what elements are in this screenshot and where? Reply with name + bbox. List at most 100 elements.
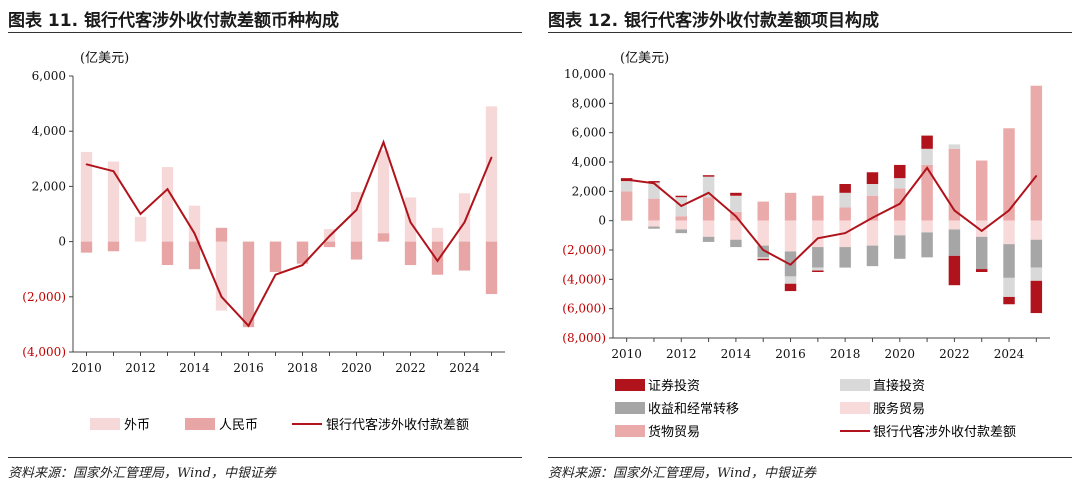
bar-securities-investment (1003, 296, 1015, 305)
bar-income-transfer (894, 235, 906, 259)
y-tick-label: 8,000 (572, 96, 606, 110)
x-tick-label: 2018 (830, 347, 861, 361)
right-chart: (亿美元) (8,000) (6,000) (4,000) (2,000) 0 2,000… (562, 51, 1050, 440)
bar-foreign-currency (431, 227, 444, 242)
bar-goods-trade (839, 207, 851, 221)
x-tick-label: 2016 (233, 361, 264, 375)
bar-services-trade (730, 220, 742, 240)
bar-foreign-currency (377, 150, 390, 242)
net-balance-point (220, 296, 223, 298)
bar-services-trade (648, 220, 660, 227)
net-balance-point (762, 249, 765, 251)
net-balance-line (86, 139, 493, 328)
bar-foreign-currency (485, 106, 498, 242)
bar-foreign-currency (80, 151, 93, 242)
bar-direct-investment (784, 276, 797, 284)
net-balance-point (355, 209, 358, 211)
left-unit-label: (亿美元) (80, 51, 129, 66)
bar-services-trade (921, 220, 933, 233)
net-balance-point (871, 216, 874, 219)
net-balance-point (112, 170, 115, 173)
bar-securities-investment (948, 255, 961, 286)
net-balance-point (735, 215, 737, 218)
y-tick-label: (4,000) (562, 272, 606, 286)
bar-rmb (215, 227, 228, 242)
bar-goods-trade (866, 195, 879, 221)
x-tick-label: 2014 (721, 347, 752, 361)
legend-label-direct: 直接投资 (873, 378, 925, 394)
bar-services-trade (866, 220, 879, 246)
bar-services-trade (1030, 220, 1043, 240)
bar-securities-investment (975, 269, 988, 272)
net-balance-line (626, 166, 1038, 266)
legend-label-securities: 证券投资 (648, 378, 700, 394)
y-tick-label: (4,000) (22, 345, 66, 359)
bar-services-trade (757, 220, 769, 246)
bar-foreign-currency (107, 161, 120, 242)
bar-rmb (188, 241, 201, 270)
bar-services-trade (894, 220, 906, 236)
bar-services-trade (812, 220, 824, 248)
bar-goods-trade (702, 197, 715, 221)
bar-goods-trade (948, 148, 961, 221)
x-tick-label: 2018 (287, 361, 318, 375)
bar-direct-investment (866, 184, 879, 196)
x-tick-label: 2014 (179, 361, 210, 375)
x-tick-label: 2010 (611, 347, 642, 361)
bar-income-transfer (702, 236, 715, 242)
y-tick-label: 6,000 (32, 69, 66, 83)
net-balance-point (980, 230, 983, 232)
x-tick-label: 2016 (775, 347, 806, 361)
legend-swatch-securities (615, 379, 645, 391)
x-tick-label: 2010 (71, 361, 102, 375)
legend-swatch-income (615, 402, 645, 414)
bar-direct-investment (757, 257, 769, 259)
bar-direct-investment (730, 195, 742, 212)
left-source-rule (8, 457, 522, 458)
bar-services-trade (675, 220, 688, 230)
x-tick-label: 2024 (449, 361, 480, 375)
bar-securities-investment (839, 184, 851, 193)
bar-securities-investment (757, 258, 769, 261)
net-balance-point (707, 192, 710, 194)
right-legend: 证券投资 直接投资 收益和经常转移 服务贸易 货物贸易 银行代客涉外收付款差额 (615, 378, 1016, 440)
bar-income-transfer (675, 229, 688, 234)
bar-securities-investment (648, 181, 660, 183)
bar-rmb (242, 241, 255, 328)
net-balance-point (680, 205, 683, 207)
bar-securities-investment (730, 192, 742, 196)
bar-foreign-currency (215, 241, 228, 311)
x-tick-label: 2012 (125, 361, 156, 375)
left-source-note: 资料来源：国家外汇管理局，Wind，中银证券 (8, 466, 276, 481)
bar-income-transfer (1003, 244, 1015, 278)
net-balance-point (274, 273, 277, 276)
bar-securities-investment (921, 135, 933, 149)
net-balance-point (301, 264, 304, 266)
bar-securities-investment (866, 172, 879, 184)
bar-goods-trade (675, 216, 688, 221)
right-chart-title: 图表 12. 银行代客涉外收付款差额项目构成 (548, 11, 879, 31)
bar-direct-investment (921, 148, 933, 165)
bar-income-transfer (948, 229, 961, 256)
net-balance-point (844, 232, 846, 234)
net-balance-point (436, 260, 439, 262)
y-tick-label: 0 (58, 235, 66, 249)
bar-foreign-currency (161, 167, 174, 242)
left-chart-title: 图表 11. 银行代客涉外收付款差额币种构成 (8, 11, 339, 31)
bar-income-transfer (648, 226, 660, 229)
legend-label-rmb: 人民币 (219, 418, 258, 433)
y-tick-label: 2,000 (572, 184, 606, 198)
bar-income-transfer (975, 236, 988, 270)
bar-income-transfer (839, 247, 851, 268)
bar-goods-trade (620, 191, 633, 221)
bar-rmb (377, 233, 390, 242)
net-balance-point (193, 232, 196, 235)
net-balance-point (953, 209, 956, 212)
y-tick-label: (6,000) (562, 302, 606, 316)
bar-income-transfer (1030, 239, 1043, 268)
bar-foreign-currency (350, 191, 363, 242)
x-tick-label: 2022 (939, 347, 970, 361)
bar-rmb (269, 241, 282, 272)
bar-goods-trade (812, 195, 824, 221)
bar-foreign-currency (458, 193, 471, 242)
